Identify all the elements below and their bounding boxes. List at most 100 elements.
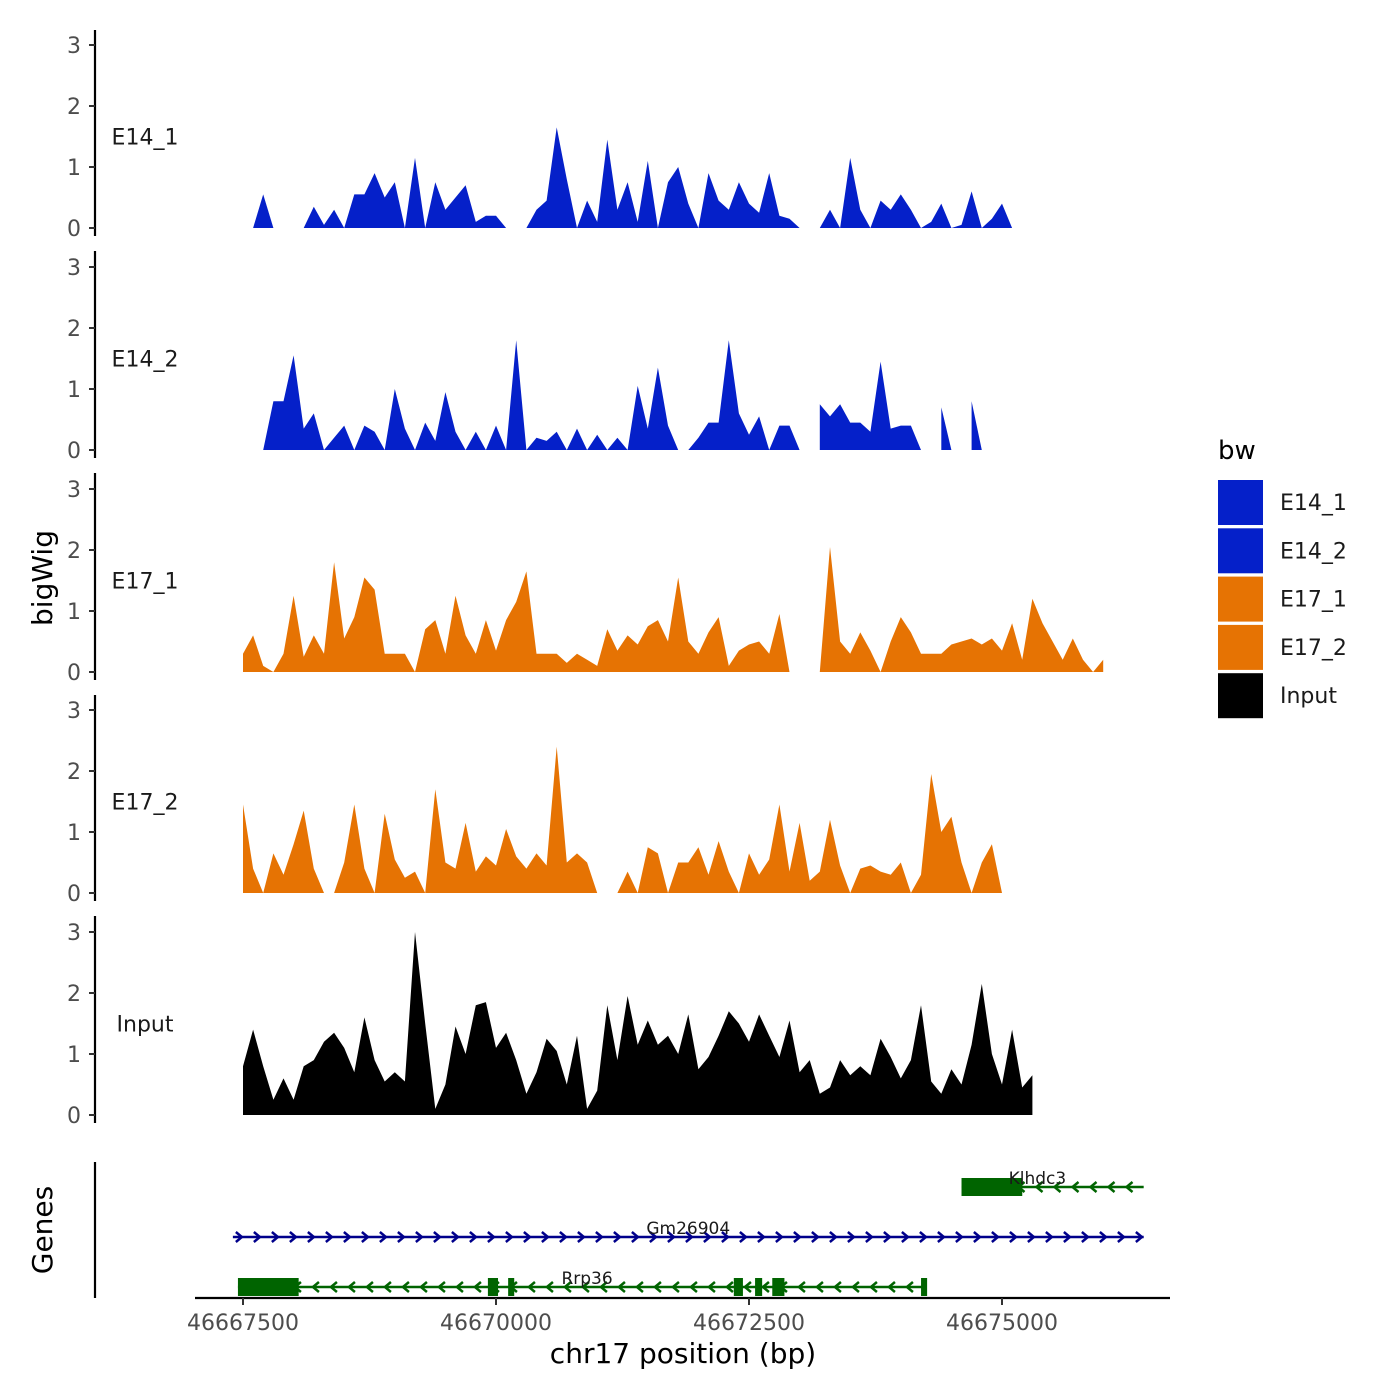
strand-arrow (544, 1281, 554, 1293)
area-E17_2-segment-1 (617, 774, 1002, 893)
strand-arrow (1106, 1181, 1116, 1193)
y-tick-label: 2 (67, 539, 81, 564)
strand-arrow (796, 1281, 806, 1293)
strand-arrow (1124, 1181, 1134, 1193)
area-E14_1-segment-0 (253, 194, 274, 228)
track-label-Input: Input (117, 1013, 174, 1038)
strand-arrow (271, 1231, 280, 1243)
strand-arrow (454, 1281, 464, 1293)
legend-label-E17_1: E17_1 (1280, 588, 1347, 613)
strand-arrow (1081, 1231, 1090, 1243)
strand-arrow (1063, 1231, 1072, 1243)
strand-arrow (616, 1281, 626, 1293)
area-Input-segment-0 (243, 932, 1033, 1115)
exon-Rrp36-2 (508, 1278, 515, 1296)
strand-arrow (721, 1231, 730, 1243)
strand-arrow (580, 1281, 590, 1293)
strand-arrow (541, 1231, 550, 1243)
strand-arrow (688, 1281, 698, 1293)
strand-arrow (379, 1231, 388, 1243)
y-tick-label: 2 (67, 760, 81, 785)
track-label-E17_2: E17_2 (112, 791, 179, 816)
legend-key-Input (1218, 673, 1263, 719)
strand-arrow (1099, 1231, 1108, 1243)
strand-arrow (397, 1231, 406, 1243)
strand-arrow (598, 1281, 608, 1293)
area-E14_1-segment-1 (303, 157, 507, 228)
strand-arrow (310, 1281, 320, 1293)
strand-arrow (634, 1281, 644, 1293)
y-tick-label: 1 (67, 378, 81, 403)
exon-Rrp36-4 (755, 1278, 763, 1296)
strand-arrow (631, 1231, 640, 1243)
gene-label-Gm26904: Gm26904 (646, 1219, 730, 1239)
strand-arrow (832, 1281, 842, 1293)
strand-arrow (235, 1231, 244, 1243)
exon-Rrp36-5 (772, 1278, 785, 1296)
y-tick-label: 2 (67, 95, 81, 120)
strand-arrow (415, 1231, 424, 1243)
exon-Klhdc3-0 (961, 1178, 1023, 1196)
x-tick-label: 46675000 (946, 1311, 1058, 1336)
strand-arrow (850, 1281, 860, 1293)
strand-arrow (472, 1281, 482, 1293)
strand-arrow (793, 1231, 802, 1243)
y-tick-label: 1 (67, 156, 81, 181)
strand-arrow (1052, 1181, 1062, 1193)
strand-arrow (814, 1281, 824, 1293)
legend-key-E14_1 (1218, 480, 1263, 525)
strand-arrow (1088, 1181, 1098, 1193)
exon-Rrp36-6 (921, 1278, 928, 1296)
strand-arrow (469, 1231, 478, 1243)
strand-arrow (1034, 1181, 1044, 1193)
x-tick-label: 46667500 (187, 1311, 299, 1336)
strand-arrow (400, 1281, 410, 1293)
strand-arrow (667, 1231, 676, 1243)
strand-arrow (904, 1281, 914, 1293)
track-label-E17_1: E17_1 (112, 570, 179, 595)
y-tick-label: 0 (67, 439, 81, 464)
y-tick-label: 3 (67, 256, 81, 281)
x-tick-label: 46672500 (693, 1311, 805, 1336)
legend-label-E14_2: E14_2 (1280, 539, 1347, 564)
genes-title: Genes (26, 1186, 59, 1274)
strand-arrow (649, 1231, 658, 1243)
strand-arrow (523, 1231, 532, 1243)
strand-arrow (562, 1281, 572, 1293)
strand-arrow (685, 1231, 694, 1243)
exon-Rrp36-0 (237, 1278, 299, 1296)
area-E14_2-segment-2 (941, 407, 952, 450)
strand-arrow (868, 1281, 878, 1293)
strand-arrow (343, 1231, 352, 1243)
gene-label-Klhdc3: Klhdc3 (1009, 1169, 1067, 1189)
y-tick-label: 1 (67, 600, 81, 625)
track-label-E14_1: E14_1 (112, 126, 179, 151)
area-E14_2-segment-3 (971, 401, 982, 450)
strand-arrow (613, 1231, 622, 1243)
y-tick-label: 0 (67, 661, 81, 686)
strand-arrow (1045, 1231, 1054, 1243)
y-tick-label: 3 (67, 478, 81, 503)
strand-arrow (739, 1231, 748, 1243)
area-E14_1-segment-3 (819, 157, 1013, 228)
strand-arrow (487, 1231, 496, 1243)
area-E17_1-segment-1 (819, 547, 1104, 672)
area-E14_1-segment-2 (526, 127, 800, 228)
legend-title: bw (1218, 436, 1256, 466)
strand-arrow (991, 1231, 1000, 1243)
y-tick-label: 1 (67, 1043, 81, 1068)
strand-arrow (418, 1281, 428, 1293)
strand-arrow (742, 1281, 752, 1293)
strand-arrow (505, 1231, 514, 1243)
strand-arrow (1009, 1231, 1018, 1243)
strand-arrow (919, 1231, 928, 1243)
strand-arrow (901, 1231, 910, 1243)
exon-Rrp36-1 (487, 1278, 499, 1296)
exon-Rrp36-3 (733, 1278, 743, 1296)
legend-label-E14_1: E14_1 (1280, 491, 1347, 516)
y-tick-label: 3 (67, 34, 81, 59)
y-tick-label: 0 (67, 1104, 81, 1129)
strand-arrow (760, 1281, 770, 1293)
y-tick-label: 3 (67, 699, 81, 724)
